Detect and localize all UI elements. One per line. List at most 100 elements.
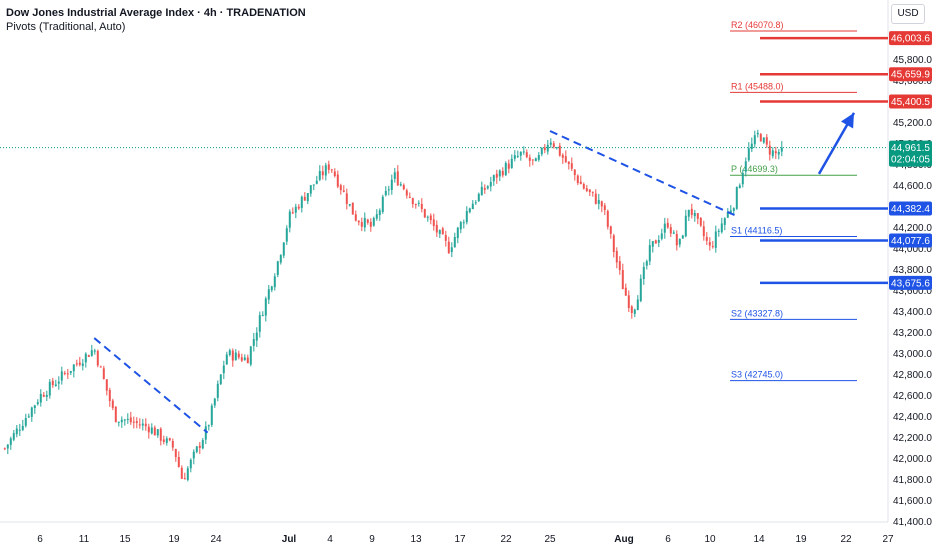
candle-body[interactable] <box>129 417 132 423</box>
candle-body[interactable] <box>75 363 78 365</box>
candle-body[interactable] <box>150 427 153 434</box>
candle-body[interactable] <box>582 184 585 189</box>
candle-body[interactable] <box>747 148 750 161</box>
candle-body[interactable] <box>720 223 723 233</box>
candle-body[interactable] <box>366 219 369 223</box>
candle-body[interactable] <box>489 181 492 187</box>
candle-body[interactable] <box>267 289 270 300</box>
candle-body[interactable] <box>276 261 279 275</box>
candle-body[interactable] <box>135 421 138 424</box>
candle-body[interactable] <box>363 217 366 228</box>
trendline[interactable] <box>549 130 735 216</box>
candle-body[interactable] <box>303 196 306 201</box>
candle-body[interactable] <box>573 169 576 176</box>
candle-body[interactable] <box>3 448 6 450</box>
candle-body[interactable] <box>519 151 522 156</box>
candle-body[interactable] <box>516 155 519 157</box>
candle-body[interactable] <box>279 255 282 263</box>
candle-body[interactable] <box>93 350 96 352</box>
candle-body[interactable] <box>243 357 246 361</box>
candle-body[interactable] <box>330 169 333 171</box>
candle-body[interactable] <box>195 446 198 452</box>
candle-body[interactable] <box>687 209 690 217</box>
candle-body[interactable] <box>612 235 615 252</box>
candle-body[interactable] <box>33 405 36 409</box>
candle-body[interactable] <box>84 353 87 363</box>
candle-body[interactable] <box>162 439 165 442</box>
candle-body[interactable] <box>465 211 468 223</box>
candle-body[interactable] <box>108 389 111 401</box>
candle-body[interactable] <box>510 158 513 168</box>
candle-body[interactable] <box>48 381 51 396</box>
candle-body[interactable] <box>780 147 783 152</box>
candle-body[interactable] <box>672 232 675 234</box>
projection-arrow-icon[interactable] <box>840 112 854 129</box>
indicator-label[interactable]: Pivots (Traditional, Auto) <box>6 21 126 33</box>
candle-body[interactable] <box>648 245 651 262</box>
candle-body[interactable] <box>117 421 120 423</box>
candle-body[interactable] <box>198 445 201 448</box>
candle-body[interactable] <box>540 147 543 155</box>
candle-body[interactable] <box>753 135 756 145</box>
candle-body[interactable] <box>6 444 9 449</box>
candle-body[interactable] <box>291 212 294 214</box>
candle-body[interactable] <box>285 228 288 242</box>
candle-body[interactable] <box>453 236 456 248</box>
candle-body[interactable] <box>255 332 258 341</box>
candle-body[interactable] <box>228 350 231 355</box>
candle-body[interactable] <box>18 429 21 431</box>
candle-body[interactable] <box>273 276 276 288</box>
candle-body[interactable] <box>216 383 219 398</box>
candle-body[interactable] <box>12 433 15 440</box>
candle-body[interactable] <box>693 212 696 217</box>
candle-body[interactable] <box>441 228 444 235</box>
candle-body[interactable] <box>495 173 498 178</box>
candle-body[interactable] <box>729 210 732 213</box>
candle-body[interactable] <box>408 196 411 198</box>
candle-body[interactable] <box>681 235 684 239</box>
candle-body[interactable] <box>762 137 765 143</box>
candle-body[interactable] <box>750 143 753 150</box>
candle-body[interactable] <box>642 266 645 280</box>
candle-body[interactable] <box>657 239 660 243</box>
candle-body[interactable] <box>552 143 555 148</box>
candle-body[interactable] <box>177 456 180 467</box>
candle-body[interactable] <box>297 206 300 209</box>
candle-body[interactable] <box>342 190 345 192</box>
candle-body[interactable] <box>735 187 738 209</box>
candle-body[interactable] <box>603 205 606 211</box>
candle-body[interactable] <box>270 286 273 291</box>
candle-body[interactable] <box>369 221 372 227</box>
candle-body[interactable] <box>615 250 618 263</box>
candle-body[interactable] <box>333 171 336 177</box>
candle-body[interactable] <box>240 357 243 361</box>
candle-body[interactable] <box>732 208 735 211</box>
candle-body[interactable] <box>213 398 216 406</box>
candle-body[interactable] <box>468 208 471 213</box>
candle-body[interactable] <box>474 202 477 204</box>
candle-body[interactable] <box>645 261 648 266</box>
candle-body[interactable] <box>630 306 633 313</box>
candle-body[interactable] <box>723 218 726 225</box>
candle-body[interactable] <box>558 145 561 156</box>
candle-body[interactable] <box>423 209 426 218</box>
candle-body[interactable] <box>120 419 123 423</box>
candle-body[interactable] <box>426 216 429 218</box>
candle-body[interactable] <box>471 203 474 210</box>
candle-body[interactable] <box>165 438 168 443</box>
candle-body[interactable] <box>45 395 48 397</box>
candle-body[interactable] <box>714 231 717 248</box>
candle-body[interactable] <box>387 189 390 191</box>
candle-body[interactable] <box>678 238 681 245</box>
candle-body[interactable] <box>168 438 171 441</box>
candle-body[interactable] <box>399 184 402 186</box>
candle-body[interactable] <box>435 224 438 233</box>
candle-body[interactable] <box>411 198 414 205</box>
candle-body[interactable] <box>321 171 324 176</box>
candle-body[interactable] <box>561 154 564 158</box>
candle-body[interactable] <box>234 352 237 361</box>
candle-body[interactable] <box>666 222 669 228</box>
candle-body[interactable] <box>684 215 687 237</box>
candle-body[interactable] <box>594 193 597 204</box>
candle-body[interactable] <box>111 400 114 408</box>
